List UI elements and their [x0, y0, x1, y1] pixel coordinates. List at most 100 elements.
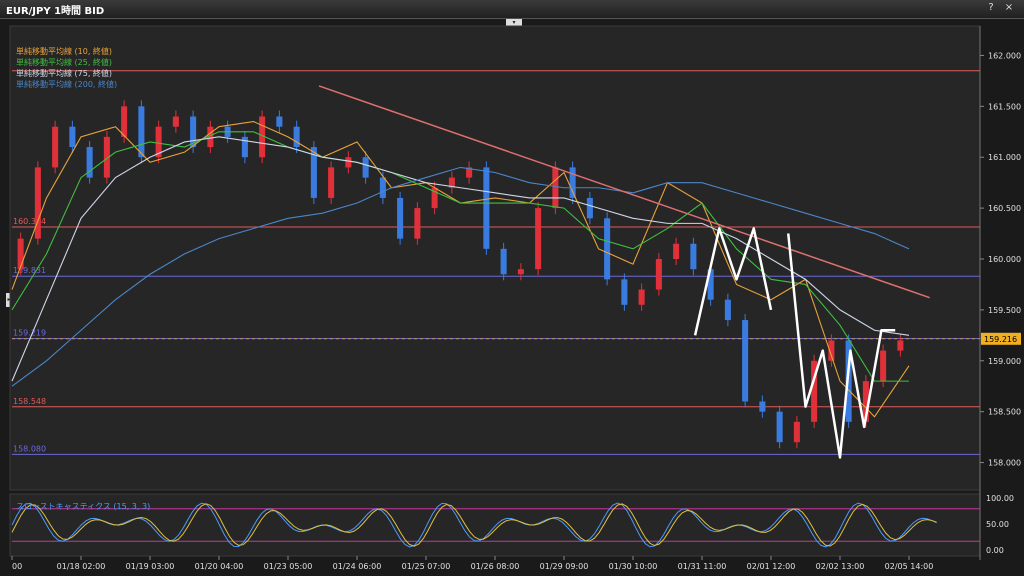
- horizontal-levels: 160.314 159.831 159.219 158.548 158.080 159.2…: [12, 70, 1021, 455]
- candle-body-21: [362, 157, 369, 178]
- legend-ma25: 単純移動平均線 (25, 終値): [16, 57, 112, 67]
- x-tick-label-9: 01/30 10:00: [609, 562, 658, 571]
- oscillator-label: スローストキャスティクス (15, 3, 3): [16, 502, 150, 511]
- x-tick-label-13: 02/05 14:00: [885, 562, 934, 571]
- window-titlebar: EUR/JPY 1時間 BID ? ×: [0, 0, 1024, 19]
- candle-body-42: [724, 299, 731, 321]
- candle-body-3: [52, 126, 59, 168]
- candle-body-39: [673, 243, 680, 259]
- y-tick-label-3: 160.500: [988, 204, 1021, 213]
- wave-line-1: [787, 233, 896, 459]
- candle-body-2: [34, 167, 41, 239]
- candle-body-35: [604, 218, 611, 280]
- wave-line-0: [693, 227, 773, 336]
- y-tick-label-6: 159.000: [988, 357, 1021, 366]
- candle-body-15: [259, 116, 266, 158]
- candle-body-45: [776, 411, 783, 443]
- x-tick-label-2: 01/19 03:00: [126, 562, 175, 571]
- candle-body-9: [155, 126, 162, 158]
- candle-body-11: [190, 116, 197, 148]
- x-tick-label-0: 00: [12, 562, 22, 571]
- help-button[interactable]: ?: [988, 2, 994, 13]
- candle-body-19: [328, 167, 335, 198]
- current-price-badge: [981, 332, 1021, 345]
- candle-body-41: [707, 269, 714, 300]
- current-price-text: 159.216: [984, 335, 1017, 344]
- y-tick-label-5: 159.500: [988, 306, 1021, 315]
- level-label-2: 159.831: [13, 266, 46, 275]
- candle-body-5: [86, 147, 93, 178]
- candle-body-10: [172, 116, 179, 127]
- candle-body-28: [483, 167, 490, 249]
- candle-body-37: [638, 289, 645, 305]
- price-axis: 162.000 161.500 161.000 160.500 160.000 159.5…: [980, 51, 1021, 468]
- ma-line-3: [11, 166, 910, 387]
- close-button[interactable]: ×: [1004, 2, 1014, 13]
- side-panel-tab[interactable]: ▸: [6, 293, 12, 307]
- x-tick-label-12: 02/02 13:00: [816, 562, 865, 571]
- candle-body-24: [414, 208, 421, 239]
- candle-body-36: [621, 279, 628, 305]
- legend-ma10: 単純移動平均線 (10, 終値): [16, 46, 112, 56]
- osc-tick-100: 100.00: [986, 494, 1014, 503]
- window-title: EUR/JPY 1時間 BID: [6, 6, 105, 17]
- y-tick-label-0: 162.000: [988, 51, 1021, 60]
- y-tick-label-2: 161.000: [988, 153, 1021, 162]
- candle-body-16: [276, 116, 283, 127]
- x-tick-label-7: 01/26 08:00: [471, 562, 520, 571]
- level-label-3: 159.219: [13, 328, 46, 337]
- y-tick-label-8: 158.000: [988, 459, 1021, 468]
- candle-body-30: [517, 269, 524, 275]
- x-tick-label-4: 01/23 05:00: [264, 562, 313, 571]
- candle-body-6: [103, 136, 110, 178]
- collapse-tab[interactable]: ▾: [506, 19, 522, 26]
- candle-body-48: [828, 340, 835, 361]
- x-tick-label-8: 01/29 09:00: [540, 562, 589, 571]
- x-tick-label-10: 01/31 11:00: [678, 562, 727, 571]
- osc-d-line: [11, 503, 937, 547]
- level-label-4: 158.548: [13, 397, 46, 406]
- candle-body-22: [379, 177, 386, 198]
- candle-body-52: [897, 340, 904, 351]
- candle-body-51: [880, 350, 887, 382]
- candle-body-33: [569, 167, 576, 198]
- x-tick-label-11: 02/01 12:00: [747, 562, 796, 571]
- legend: 単純移動平均線 (10, 終値) 単純移動平均線 (25, 終値) 単純移動平均…: [16, 46, 117, 89]
- candle-body-29: [500, 248, 507, 275]
- candle-body-44: [759, 401, 766, 412]
- y-tick-label-7: 158.500: [988, 408, 1021, 417]
- legend-ma75: 単純移動平均線 (75, 終値): [16, 68, 112, 78]
- candle-body-1: [17, 238, 24, 270]
- candle-body-23: [397, 197, 404, 239]
- price-series: [17, 100, 904, 449]
- stochastic-oscillator: [11, 502, 980, 548]
- y-tick-label-4: 160.000: [988, 255, 1021, 264]
- legend-ma200: 単純移動平均線 (200, 終値): [16, 79, 117, 89]
- candle-body-32: [552, 167, 559, 209]
- level-label-5: 158.080: [13, 444, 46, 453]
- oscillator-background: [9, 493, 981, 557]
- osc-tick-50: 50.00: [986, 520, 1009, 529]
- ma-line-1: [11, 131, 909, 382]
- candle-body-7: [121, 106, 128, 137]
- osc-tick-0: 0.00: [986, 546, 1004, 555]
- chart-background: [9, 25, 981, 491]
- candle-body-4: [69, 126, 76, 148]
- candle-body-31: [535, 208, 542, 270]
- time-axis: 00 01/18 02:00 01/19 03:00 01/20 04:00 01/23…: [11, 556, 934, 571]
- candle-body-27: [466, 167, 473, 178]
- candle-body-17: [293, 126, 300, 148]
- candle-body-38: [655, 259, 662, 290]
- candle-body-26: [448, 177, 455, 188]
- x-tick-label-5: 01/24 06:00: [333, 562, 382, 571]
- x-tick-label-3: 01/20 04:00: [195, 562, 244, 571]
- level-label-1: 160.314: [13, 217, 46, 226]
- drawn-lines: [318, 85, 930, 459]
- candle-body-12: [207, 126, 214, 148]
- trend-line: [318, 85, 930, 299]
- candle-body-47: [811, 360, 818, 422]
- candle-body-50: [862, 381, 869, 422]
- candle-body-8: [138, 106, 145, 158]
- candle-body-46: [793, 421, 800, 443]
